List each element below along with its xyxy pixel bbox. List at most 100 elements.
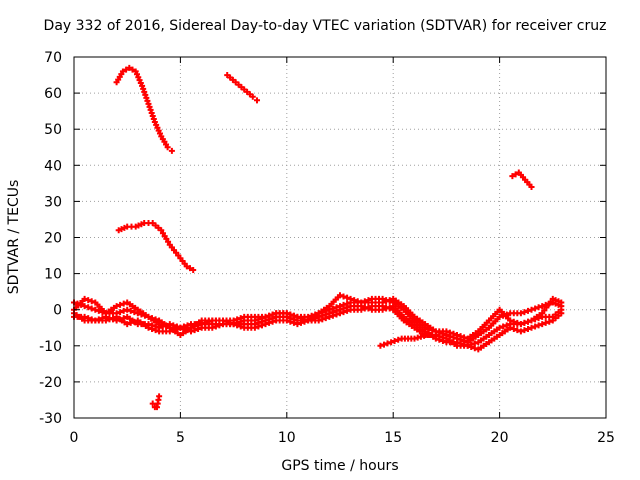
data-point (166, 321, 173, 328)
data-point (524, 318, 531, 325)
data-point (539, 321, 546, 328)
data-point (454, 331, 461, 338)
data-point (380, 341, 387, 348)
data-point (230, 321, 237, 328)
data-point (186, 265, 193, 272)
data-point (386, 305, 393, 312)
data-point (117, 316, 124, 323)
data-point (120, 300, 127, 307)
data-point (361, 305, 368, 312)
data-point (156, 393, 163, 400)
y-tick-label: 70 (44, 50, 62, 66)
data-point (510, 325, 517, 332)
y-tick-label: 20 (44, 231, 62, 247)
y-tick-label: -20 (39, 375, 62, 391)
data-point (99, 315, 106, 322)
data-point (388, 339, 395, 346)
x-tick-label: 25 (597, 430, 615, 446)
data-point (269, 311, 276, 318)
x-tick-label: 10 (278, 430, 296, 446)
data-point (535, 304, 542, 311)
data-point (457, 333, 464, 340)
data-point (383, 298, 390, 305)
data-point (354, 298, 361, 305)
data-point (123, 66, 130, 73)
data-point (255, 323, 262, 330)
data-point (249, 93, 256, 100)
data-point (287, 318, 294, 325)
data-point (315, 317, 322, 324)
data-point (191, 327, 198, 334)
data-point (117, 301, 124, 308)
data-point (173, 323, 180, 330)
data-point (113, 317, 120, 324)
y-tick-label: 40 (44, 158, 62, 174)
data-point (528, 306, 535, 313)
data-point (258, 322, 265, 329)
data-point (127, 307, 134, 314)
data-point (163, 322, 170, 329)
data-point (509, 173, 516, 180)
data-point (262, 313, 269, 320)
data-point (129, 66, 136, 73)
data-point (177, 324, 184, 331)
data-point (190, 266, 197, 273)
data-point (85, 297, 92, 304)
data-point (164, 144, 171, 151)
data-point (102, 313, 109, 320)
data-point (532, 305, 539, 312)
data-point (159, 323, 166, 330)
data-point (147, 106, 154, 113)
data-point (351, 297, 358, 304)
data-point (141, 88, 148, 95)
data-point (379, 303, 386, 310)
data-point (500, 323, 507, 330)
data-point (535, 322, 542, 329)
data-point (326, 313, 333, 320)
data-point (183, 263, 190, 270)
data-point (539, 303, 546, 310)
data-point (81, 303, 88, 310)
chart-title: Day 332 of 2016, Sidereal Day-to-day VTE… (44, 18, 607, 34)
y-tick-label: 10 (44, 267, 62, 283)
data-point (532, 323, 539, 330)
data-point (145, 321, 152, 328)
data-point (106, 315, 113, 322)
data-point (507, 317, 514, 324)
x-tick-labels: 0 5 10 15 20 25 (70, 430, 615, 446)
y-tick-label: -30 (39, 411, 62, 427)
data-point (558, 310, 565, 317)
data-point (156, 324, 163, 331)
data-point (432, 331, 439, 338)
data-point (117, 309, 124, 316)
data-marks (71, 64, 565, 411)
data-point (528, 183, 535, 190)
y-tick-label: -10 (39, 339, 62, 355)
data-point (546, 318, 553, 325)
data-point (510, 318, 517, 325)
data-point (347, 295, 354, 302)
data-point (521, 319, 528, 326)
data-point (517, 321, 524, 328)
data-point (266, 319, 273, 326)
data-point (119, 68, 126, 75)
data-point (436, 333, 443, 340)
data-point (184, 327, 191, 334)
data-point (283, 310, 290, 317)
data-point (496, 313, 503, 320)
data-point (283, 317, 290, 324)
data-point (340, 309, 347, 316)
data-point (290, 319, 297, 326)
data-point (254, 97, 261, 104)
data-point (358, 306, 365, 313)
data-point (514, 327, 521, 334)
x-tick-label: 5 (176, 430, 185, 446)
data-point (517, 310, 524, 317)
data-point (195, 325, 202, 332)
y-tick-label: 60 (44, 86, 62, 102)
data-point (168, 147, 175, 154)
data-point (524, 307, 531, 314)
data-point (110, 316, 117, 323)
data-point (439, 334, 446, 341)
